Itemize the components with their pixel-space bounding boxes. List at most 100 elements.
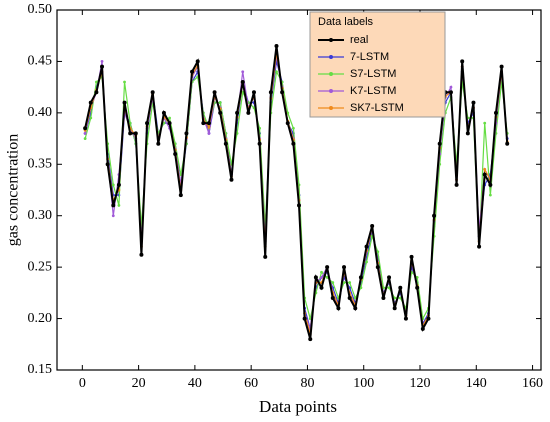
data-point [156,141,161,146]
x-tick-label: 40 [188,376,202,391]
data-point [263,254,268,259]
x-tick-label: 0 [79,376,86,391]
data-point [320,270,323,274]
data-point [123,80,126,84]
data-point [178,193,183,198]
data-point [251,90,256,95]
data-point [488,193,492,197]
data-point [173,152,178,156]
legend-marker [329,55,333,59]
legend-title: Data labels [318,16,374,28]
data-point [207,132,211,135]
data-point [454,182,459,187]
data-point [229,177,234,182]
data-point [325,276,329,279]
data-point [325,265,330,270]
data-point [482,172,487,177]
data-point [275,70,278,74]
data-point [376,250,380,254]
data-point [274,44,279,48]
legend-marker [329,89,333,93]
x-tick-label: 140 [466,376,487,391]
data-point [218,110,223,115]
data-point [505,141,510,146]
data-point [409,254,414,259]
legend-label: K7-LSTM [350,85,396,97]
data-point [122,100,127,105]
data-point [235,110,240,115]
data-point [336,306,341,311]
x-tick-label: 100 [353,376,374,391]
data-point [488,182,493,187]
data-point [257,141,262,146]
data-point [184,131,189,136]
data-point [212,90,217,95]
legend-marker [329,38,333,42]
plot-frame [56,9,542,371]
y-axis-label: gas concentration [5,134,22,246]
data-point [133,131,138,136]
y-tick-label: 0.20 [28,311,53,326]
data-point [370,224,375,228]
legend-box [309,11,446,118]
data-point [393,296,397,300]
data-point [449,85,453,89]
legend-marker [329,72,333,76]
data-point [268,90,273,95]
y-tick-label: 0.30 [28,208,53,223]
data-point [223,141,228,146]
data-point [465,131,470,136]
data-point [111,214,115,218]
data-point [246,110,251,115]
data-point [207,125,211,129]
x-tick-label: 120 [410,376,431,391]
data-point [94,90,99,95]
data-point [483,121,487,125]
data-point [308,337,313,342]
data-point [116,182,121,187]
data-point [291,141,296,146]
data-point [403,316,408,321]
data-point [387,286,391,290]
data-point [437,141,442,146]
data-point [483,168,487,171]
data-point [241,70,245,74]
data-point [471,100,476,105]
data-point [83,126,88,131]
legend-label: S7-LSTM [350,68,396,80]
data-point [128,131,133,136]
data-point [291,126,295,130]
data-point [280,90,285,95]
data-point [359,286,363,290]
data-point [83,137,87,140]
data-point [342,265,347,270]
data-point [218,101,222,104]
data-point [330,296,335,300]
legend-label: SK7-LSTM [350,102,404,114]
y-tick-label: 0.40 [28,105,53,120]
data-point [206,121,211,126]
data-point [398,285,403,290]
data-point [195,59,200,64]
legend-label: real [350,34,368,46]
x-tick-label: 20 [132,376,146,391]
legend-marker [329,106,333,110]
data-point [100,60,104,63]
data-point [348,281,352,284]
data-point [83,132,87,135]
data-point [342,281,346,284]
data-point [240,80,245,84]
data-point [375,265,380,270]
data-point [353,296,357,300]
data-point [167,121,172,126]
data-point [88,100,93,105]
data-point [493,110,498,115]
data-point [415,285,420,290]
data-point [117,204,121,207]
data-point [320,276,323,279]
data-point [302,316,307,321]
data-point [139,252,144,257]
data-point [145,121,150,126]
data-point [313,275,318,280]
data-point [168,116,171,120]
